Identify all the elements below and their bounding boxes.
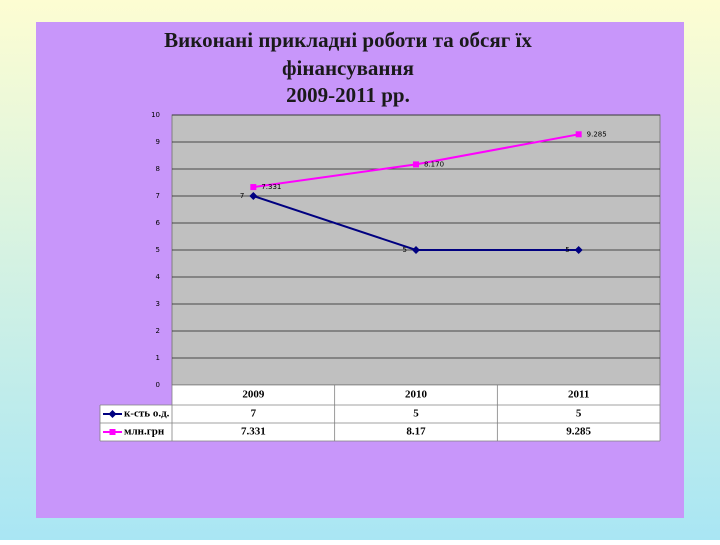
y-tick-label: 0	[156, 381, 160, 389]
table-value: 7.331	[241, 426, 266, 438]
y-tick-label: 7	[156, 192, 160, 200]
chart-title: 2009-2011 рр.	[286, 83, 410, 107]
legend-marker	[109, 429, 116, 435]
legend-marker	[108, 410, 117, 418]
table-value: 5	[576, 408, 582, 420]
marker	[412, 246, 420, 254]
marker	[249, 192, 258, 200]
y-tick-label: 6	[156, 219, 161, 227]
table-value: 7	[251, 408, 257, 420]
chart-title: Виконані прикладні роботи та обсяг їх	[164, 28, 532, 52]
marker	[250, 184, 257, 191]
marker	[413, 161, 419, 168]
table-value: 8.17	[406, 426, 426, 438]
marker	[575, 131, 582, 138]
table-value: 5	[413, 408, 419, 420]
x-tick-label: 2010	[405, 389, 428, 401]
y-tick-label: 1	[156, 354, 160, 362]
y-tick-label: 8	[156, 165, 160, 173]
data-label: 5	[565, 246, 569, 254]
y-tick-label: 4	[156, 273, 161, 281]
legend-label: к-сть о.д.	[124, 408, 170, 420]
y-tick-label: 2	[156, 327, 160, 335]
marker	[574, 246, 583, 254]
legend-label: млн.грн	[124, 426, 165, 438]
x-tick-label: 2009	[242, 389, 265, 401]
chart-title: фінансування	[282, 56, 414, 80]
y-tick-label: 9	[156, 138, 160, 146]
data-table	[172, 385, 660, 441]
y-tick-label: 3	[156, 300, 160, 308]
data-label: 7	[240, 192, 244, 200]
table-value: 9.285	[566, 426, 591, 438]
data-label: 8.170	[424, 160, 444, 168]
y-tick-label: 10	[151, 111, 160, 119]
data-label: 7.331	[261, 183, 281, 191]
data-label: 9.285	[587, 130, 607, 138]
data-label: 5	[403, 246, 407, 254]
x-tick-label: 2011	[568, 389, 589, 401]
y-tick-label: 5	[156, 246, 160, 254]
